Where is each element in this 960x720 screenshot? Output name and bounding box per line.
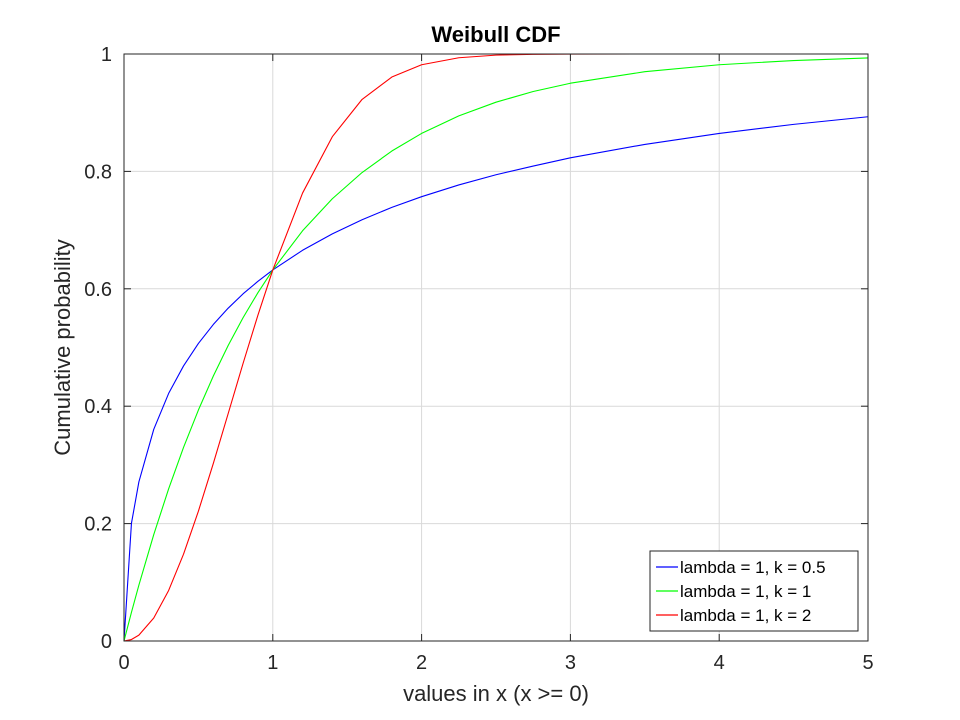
y-tick-label: 0.4 (84, 396, 112, 418)
x-tick-label: 1 (267, 652, 278, 674)
x-tick-label: 3 (565, 652, 576, 674)
chart-title: Weibull CDF (431, 22, 560, 47)
y-axis-label: Cumulative probability (50, 239, 75, 455)
y-tick-label: 0.2 (84, 514, 112, 536)
series-line-2 (123, 57, 869, 642)
y-tick-label: 1 (101, 44, 112, 66)
series-line-1 (123, 116, 869, 642)
legend-entry-label: lambda = 1, k = 2 (680, 606, 811, 625)
x-axis-label: values in x (x >= 0) (403, 681, 589, 706)
legend-entry-label: lambda = 1, k = 1 (680, 582, 811, 601)
x-tick-label: 4 (714, 652, 725, 674)
y-tick-label: 0.8 (84, 161, 112, 183)
y-tick-label: 0 (101, 631, 112, 653)
x-tick-label: 0 (118, 652, 129, 674)
y-tick-label: 0.6 (84, 279, 112, 301)
plot-frame (123, 53, 869, 642)
x-tick-label: 2 (416, 652, 427, 674)
legend-box (649, 550, 859, 632)
legend-entry-label: lambda = 1, k = 0.5 (680, 558, 826, 577)
legend: lambda = 1, k = 0.5 lambda = 1, k = 1 lamb… (649, 550, 859, 632)
x-tick-label: 5 (862, 652, 873, 674)
axis-ticks: 0 1 2 3 4 5 0 0.2 0.4 0.6 0.8 1 (84, 44, 873, 674)
